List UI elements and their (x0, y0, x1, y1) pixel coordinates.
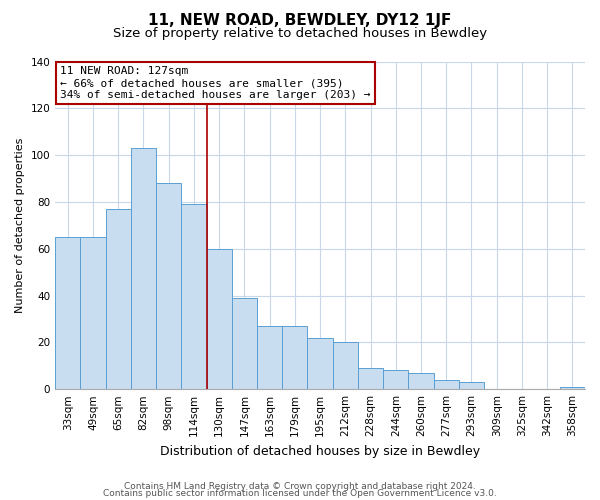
Bar (55, 237, 80, 389)
Bar (383, 370, 409, 389)
Bar (257, 326, 282, 389)
Text: 11, NEW ROAD, BEWDLEY, DY12 1JF: 11, NEW ROAD, BEWDLEY, DY12 1JF (148, 12, 452, 28)
Bar (181, 204, 206, 389)
X-axis label: Distribution of detached houses by size in Bewdley: Distribution of detached houses by size … (160, 444, 480, 458)
Bar (307, 338, 332, 389)
Text: Contains public sector information licensed under the Open Government Licence v3: Contains public sector information licen… (103, 488, 497, 498)
Text: 11 NEW ROAD: 127sqm
← 66% of detached houses are smaller (395)
34% of semi-detac: 11 NEW ROAD: 127sqm ← 66% of detached ho… (61, 66, 371, 100)
Bar (232, 298, 257, 389)
Bar (459, 382, 484, 389)
Bar (332, 342, 358, 389)
Text: Contains HM Land Registry data © Crown copyright and database right 2024.: Contains HM Land Registry data © Crown c… (124, 482, 476, 491)
Bar (131, 148, 156, 389)
Bar (156, 183, 181, 389)
Bar (434, 380, 459, 389)
Y-axis label: Number of detached properties: Number of detached properties (15, 138, 25, 313)
Bar (106, 209, 131, 389)
Bar (409, 373, 434, 389)
Bar (282, 326, 307, 389)
Bar (358, 368, 383, 389)
Bar (206, 248, 232, 389)
Text: Size of property relative to detached houses in Bewdley: Size of property relative to detached ho… (113, 28, 487, 40)
Bar (80, 237, 106, 389)
Bar (560, 387, 585, 389)
